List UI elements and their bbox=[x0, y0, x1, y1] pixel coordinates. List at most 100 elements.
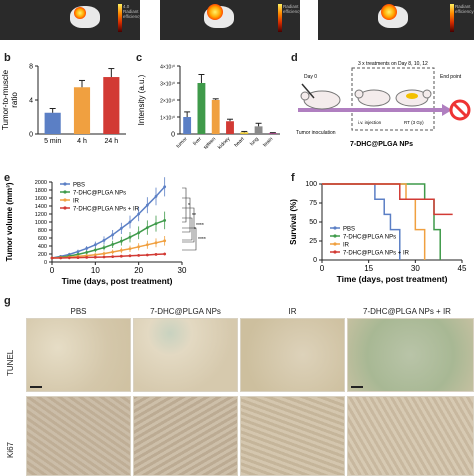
bar bbox=[226, 121, 234, 134]
y-tick-label: 1600 bbox=[35, 196, 47, 202]
significance-bracket bbox=[182, 187, 187, 223]
series-line bbox=[52, 253, 165, 259]
legend-label: PBS bbox=[343, 226, 355, 232]
x-tick-label: heart bbox=[233, 136, 246, 149]
y-tick-label: 75 bbox=[309, 200, 317, 207]
day0-label: Day 0 bbox=[304, 74, 317, 80]
bar bbox=[197, 83, 206, 134]
no-sign-icon bbox=[449, 99, 471, 121]
y-tick-label: 8 bbox=[29, 64, 33, 71]
bar bbox=[240, 132, 249, 134]
mouse-icon-1 bbox=[300, 83, 341, 110]
bar bbox=[103, 77, 120, 134]
bar bbox=[211, 100, 220, 134]
iv-label: i.v. injection bbox=[358, 120, 382, 125]
schematic-d: Day 0 3 x treatments on Day 8, 10, 12 En… bbox=[296, 61, 471, 148]
series-line bbox=[51, 186, 166, 259]
y-tick-label: 800 bbox=[38, 228, 47, 234]
y-tick-label: 0 bbox=[313, 257, 317, 264]
bar bbox=[254, 126, 263, 134]
panel-g: PBS 7-DHC@PLGA NPs IR 7-DHC@PLGA NPs + I… bbox=[0, 298, 474, 476]
y-tick-label: 3×10¹⁰ bbox=[160, 82, 175, 88]
imaging-strip: 4.0 Radiant efficiency Radiant efficiency R… bbox=[0, 0, 474, 42]
series-line bbox=[322, 183, 426, 260]
chart-c: 0 1×10¹⁰ 2×10¹⁰ 3×10¹⁰ 4×10¹⁰ tumor liver splee… bbox=[137, 65, 280, 151]
y-tick-label: 1400 bbox=[35, 204, 47, 210]
column-title: 7-DHC@PLGA NPs bbox=[150, 307, 221, 316]
mouse-icon-2 bbox=[354, 89, 391, 107]
x-tick-label: 30 bbox=[411, 264, 420, 273]
bar bbox=[44, 112, 61, 134]
scale-bar bbox=[30, 386, 42, 388]
mouse-icon-3 bbox=[395, 89, 432, 107]
significance-label: **** bbox=[196, 223, 204, 229]
x-tick-label: kidney bbox=[217, 136, 232, 151]
micrograph-tunel-pbs bbox=[26, 318, 131, 392]
legend-label: IR bbox=[343, 242, 350, 248]
y-axis-label: Intensity (a.u.) bbox=[137, 74, 146, 125]
scale-bar bbox=[351, 386, 363, 388]
y-tick-label: 4 bbox=[29, 98, 33, 105]
micrograph-ki67-ir bbox=[240, 396, 345, 476]
treatment-label: 3 x treatments on Day 8, 10, 12 bbox=[358, 61, 428, 67]
micrograph-tunel-nps bbox=[133, 318, 238, 392]
y-tick-label: 2×10¹⁰ bbox=[160, 99, 175, 105]
x-axis-label: Time (days, post treatment) bbox=[337, 274, 448, 284]
x-tick-label: 5 min bbox=[44, 138, 61, 145]
y-axis-label: Tumor volume (mm³) bbox=[5, 182, 14, 261]
bar bbox=[268, 133, 277, 134]
y-tick-label: 1200 bbox=[35, 212, 47, 218]
panel-label-c: c bbox=[136, 52, 143, 64]
significance-bracket bbox=[182, 217, 193, 241]
significance-bracket bbox=[182, 197, 191, 233]
x-tick-label: 24 h bbox=[105, 138, 119, 145]
colorbar-label: 4.0 Radiant efficiency bbox=[123, 4, 140, 19]
significance-label: **** bbox=[198, 237, 206, 243]
legend-label: PBS bbox=[73, 182, 85, 188]
y-tick-label: 2000 bbox=[35, 180, 47, 186]
y-tick-label: 25 bbox=[309, 238, 317, 245]
imaging-panel-3: Radiant efficiency bbox=[318, 0, 474, 40]
bar bbox=[73, 87, 91, 134]
micrograph-tunel-ir bbox=[240, 318, 345, 392]
y-tick-label: 4×10¹⁰ bbox=[160, 65, 175, 71]
legend-label: 7-DHC@PLGA NPs bbox=[343, 234, 396, 240]
significance-bracket bbox=[182, 227, 197, 251]
imaging-panel-1: 4.0 Radiant efficiency bbox=[0, 0, 140, 40]
x-tick-label: lung bbox=[249, 136, 260, 147]
y-tick-label: 100 bbox=[305, 181, 317, 188]
y-axis-label: Tumor-to-muscleratio bbox=[1, 69, 19, 130]
row-label-ki67: Ki67 bbox=[6, 441, 15, 458]
legend-label: 7-DHC@PLGA NPs bbox=[73, 190, 126, 196]
y-tick-label: 600 bbox=[38, 236, 47, 242]
x-tick-label: spleen bbox=[202, 136, 217, 151]
series-line bbox=[322, 183, 441, 260]
chart-e: 0 200 400 600 800 1000 1200 1400 1600 1800 2000 0 10… bbox=[5, 177, 206, 286]
significance-label: * bbox=[194, 227, 196, 233]
x-tick-label: brain bbox=[262, 136, 274, 148]
series-line bbox=[51, 219, 165, 259]
row-label-tunel: TUNEL bbox=[6, 349, 15, 376]
chart-b: 0 4 8 5 min 4 h 24 h Tumor-to-muscleratio bbox=[1, 64, 126, 145]
panel-label-f: f bbox=[291, 172, 295, 184]
treatment-dashed-box bbox=[351, 67, 435, 131]
y-tick-label: 0 bbox=[29, 132, 33, 139]
schematic-title: 7-DHC@PLGA NPs bbox=[350, 141, 413, 148]
significance-bracket bbox=[182, 207, 195, 243]
imaging-panel-2: Radiant efficiency bbox=[160, 0, 300, 40]
series-line bbox=[322, 183, 453, 216]
y-axis-label: Survival (%) bbox=[289, 199, 298, 245]
endpoint-label: End point bbox=[440, 74, 462, 80]
y-tick-label: 50 bbox=[309, 219, 317, 226]
rt-label: RT (3 Gy) bbox=[404, 120, 424, 125]
panel-label-e: e bbox=[4, 172, 11, 184]
y-tick-label: 0 bbox=[44, 260, 47, 266]
series-line bbox=[322, 183, 401, 260]
x-tick-label: 0 bbox=[320, 264, 325, 273]
x-tick-label: 10 bbox=[91, 266, 100, 275]
column-title: IR bbox=[288, 307, 297, 316]
panel-label-b: b bbox=[4, 52, 11, 64]
x-tick-label: 20 bbox=[134, 266, 143, 275]
x-axis-label: Time (days, post treatment) bbox=[62, 276, 173, 286]
bar bbox=[183, 117, 192, 134]
